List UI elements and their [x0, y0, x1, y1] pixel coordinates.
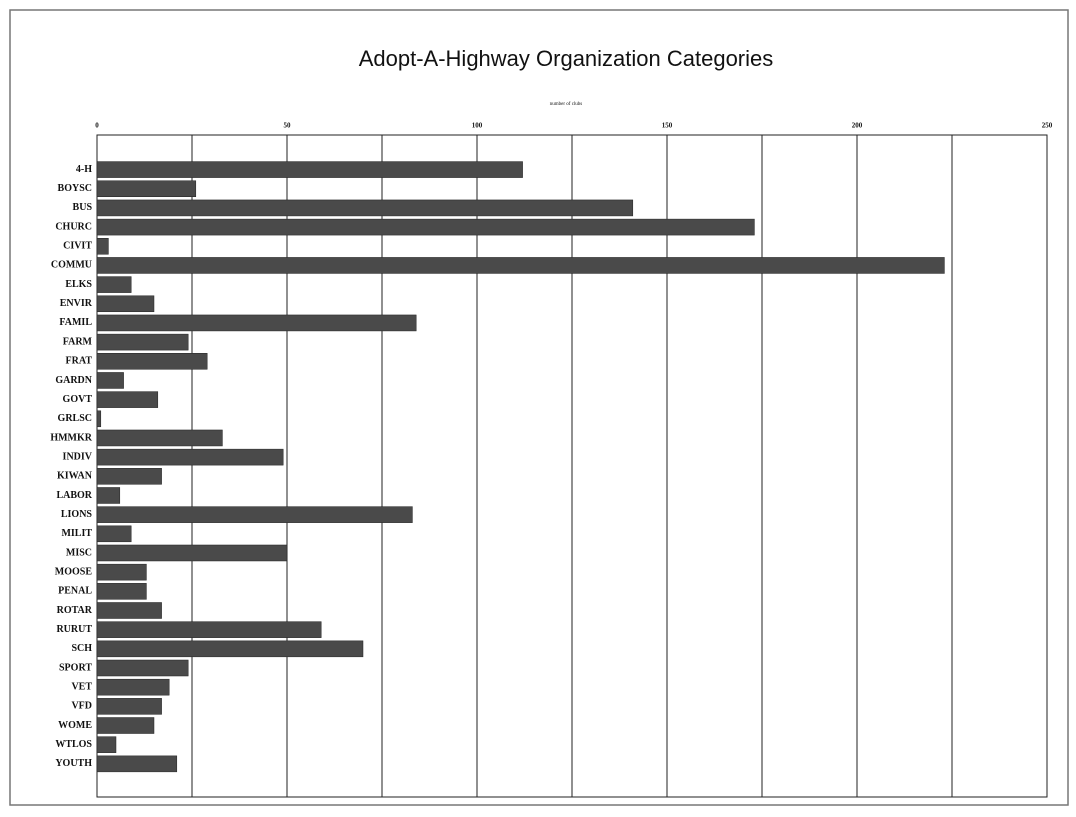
bar: [96, 353, 208, 370]
x-tick-label: 200: [852, 122, 863, 130]
bar: [96, 640, 364, 658]
bar: [96, 448, 284, 466]
y-tick-label: WTLOS: [55, 739, 92, 750]
bar: [96, 429, 223, 447]
bar: [96, 218, 755, 236]
y-tick-label: GARDN: [55, 375, 92, 386]
y-tick-label: GRLSC: [58, 413, 92, 424]
y-tick-label: YOUTH: [55, 758, 92, 769]
bar: [96, 468, 162, 485]
y-tick-label: RURUT: [56, 624, 92, 635]
bar: [96, 161, 523, 178]
y-tick-label: WOME: [58, 720, 92, 731]
bar: [96, 755, 178, 773]
bar: [96, 621, 322, 638]
bar: [96, 391, 159, 408]
bar: [96, 678, 170, 696]
y-tick-label: INDIV: [63, 451, 93, 462]
y-tick-label: PENAL: [58, 586, 92, 597]
bar: [96, 199, 634, 217]
bar: [96, 563, 147, 581]
y-tick-label: HMMKR: [50, 432, 92, 443]
bar: [96, 257, 945, 274]
y-tick-label: FRAT: [66, 356, 93, 367]
y-tick-label: ENVIR: [60, 298, 93, 309]
y-tick-label: LABOR: [56, 490, 92, 501]
y-tick-label: BUS: [73, 202, 93, 213]
x-tick-label: 50: [284, 122, 292, 130]
y-tick-label: LIONS: [61, 509, 93, 520]
bar: [96, 544, 288, 562]
y-tick-label: SCH: [71, 643, 92, 654]
bar: [96, 180, 197, 198]
y-tick-label: CHURC: [55, 221, 92, 232]
bar: [96, 583, 147, 600]
x-tick-label: 0: [95, 122, 99, 130]
x-axis-label: number of clubs: [550, 102, 583, 107]
chart-title: Adopt-A-Highway Organization Categories: [359, 46, 774, 71]
bar: [96, 717, 155, 734]
bar: [96, 372, 124, 389]
x-tick-label: 250: [1042, 122, 1053, 130]
y-tick-label: FARM: [63, 336, 93, 347]
bar: [96, 314, 417, 332]
y-tick-label: MISC: [66, 547, 92, 558]
bar: [96, 295, 155, 313]
bar: [96, 659, 189, 677]
y-tick-label: GOVT: [63, 394, 93, 405]
bar: [96, 602, 162, 619]
y-tick-label: MILIT: [61, 528, 92, 539]
frame: [9, 9, 1069, 806]
y-tick-label: ELKS: [65, 279, 92, 290]
y-tick-label: SPORT: [59, 662, 92, 673]
y-tick-label: VET: [71, 681, 92, 692]
y-tick-label: 4-H: [76, 164, 92, 175]
bar: [96, 698, 162, 715]
y-tick-label: COMMU: [51, 260, 92, 271]
bar: [96, 238, 109, 255]
bar: [96, 333, 189, 351]
bar: [96, 736, 117, 753]
y-tick-label: MOOSE: [55, 566, 93, 577]
y-tick-label: VFD: [71, 701, 92, 712]
y-tick-label: ROTAR: [57, 605, 93, 616]
y-tick-label: KIWAN: [57, 471, 93, 482]
y-tick-label: FAMIL: [59, 317, 92, 328]
x-tick-label: 150: [662, 122, 673, 130]
bar: [96, 525, 132, 543]
bar: [96, 276, 132, 293]
y-tick-label: BOYSC: [58, 183, 92, 194]
bar: [96, 506, 413, 523]
bar: [96, 410, 102, 428]
y-tick-label: CIVIT: [63, 241, 92, 252]
x-tick-label: 100: [472, 122, 483, 130]
bar: [96, 487, 121, 504]
